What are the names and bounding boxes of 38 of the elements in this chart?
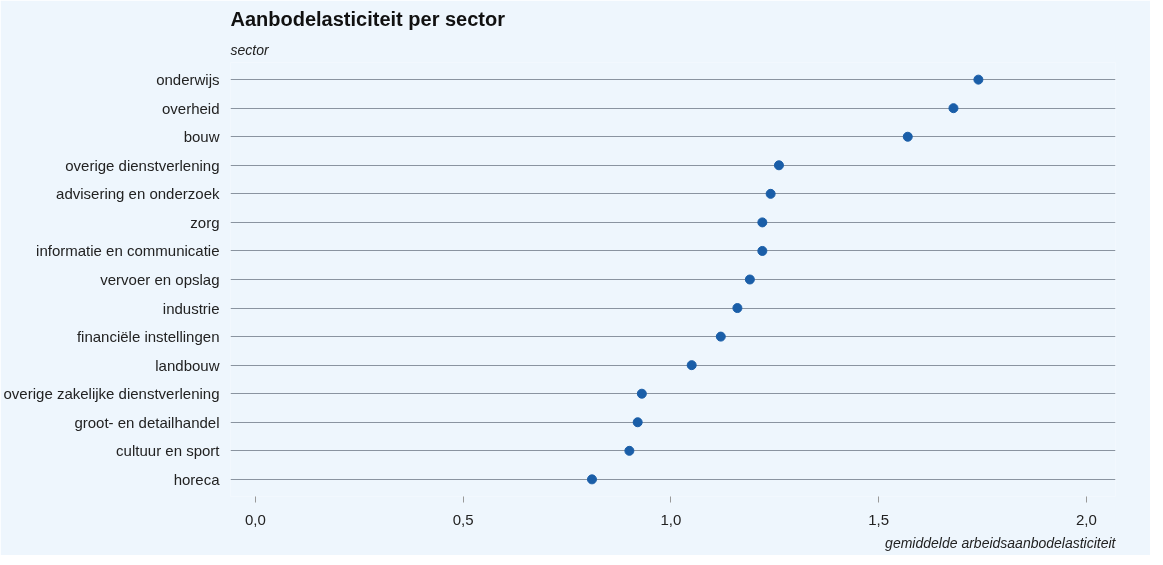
y-tick-label: financiële instellingen (76, 328, 220, 346)
x-tick-label: 1,0 (660, 510, 682, 528)
point (632, 417, 643, 428)
y-tick-label: overige zakelijke dienstverlening (3, 385, 220, 403)
point (902, 131, 913, 142)
point (732, 303, 743, 314)
y-tick-label: overige dienstverlening (65, 156, 220, 174)
y-axis-title: sector (230, 41, 270, 58)
y-tick-label: bouw (183, 128, 220, 146)
y-tick-label: vervoer en opslag (100, 271, 220, 288)
x-tick-label: 0,5 (452, 510, 474, 528)
y-tick-label: informatie en communicatie (36, 242, 220, 260)
point (973, 74, 984, 85)
x-tick-label: 0,0 (245, 510, 266, 528)
point (636, 388, 647, 399)
y-tick-label: overheid (161, 99, 220, 117)
point (686, 360, 697, 371)
point (757, 245, 768, 256)
y-tick-label: cultuur en sport (116, 442, 221, 460)
point (586, 474, 597, 485)
point (624, 445, 635, 456)
point (773, 160, 784, 171)
x-tick-label: 1,5 (868, 510, 890, 528)
point (765, 188, 776, 199)
point (757, 217, 768, 228)
y-tick-label: groot- en detailhandel (74, 413, 220, 431)
x-tick-label: 2,0 (1075, 510, 1097, 528)
chart-title: Aanbodelasticiteit per sector (230, 7, 506, 30)
y-tick-label: landbouw (155, 356, 220, 374)
point (715, 331, 726, 342)
point (948, 103, 959, 114)
point (744, 274, 755, 285)
y-tick-label: zorg (190, 213, 220, 231)
y-tick-label: advisering en onderzoek (56, 185, 220, 203)
y-tick-label: onderwijs (156, 71, 220, 89)
x-axis-title: gemiddelde arbeidsaanbodelasticiteit (885, 534, 1117, 551)
y-tick-label: industrie (162, 299, 220, 317)
y-tick-label: horeca (173, 470, 221, 488)
